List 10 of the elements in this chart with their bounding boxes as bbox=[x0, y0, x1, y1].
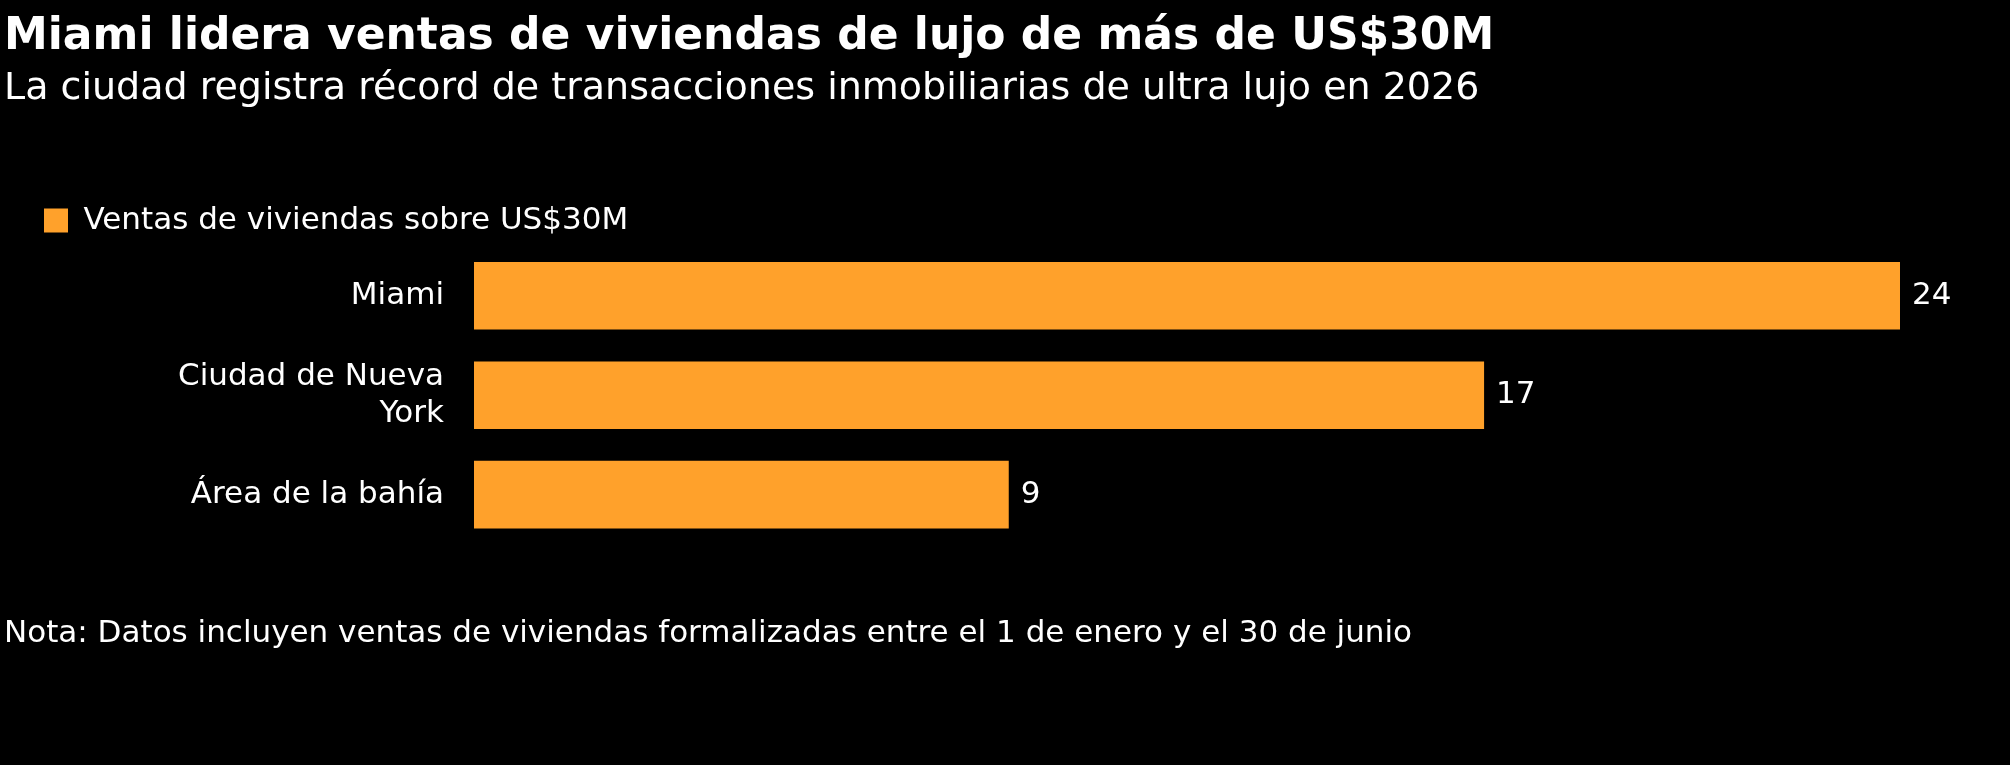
y-tick-label: Miami bbox=[350, 274, 444, 311]
chart-subtitle: La ciudad registra récord de transacciones inmobiliarias de ultra lujo en 2026 bbox=[4, 64, 1480, 108]
data-label: 9 bbox=[1020, 473, 1041, 510]
legend-label: Ventas de viviendas sobre US$30M bbox=[83, 199, 629, 236]
data-label: 17 bbox=[1496, 374, 1536, 411]
chart-title: Miami lidera ventas de viviendas de lujo de más de US$30M bbox=[4, 8, 1495, 59]
text: Nota: Datos incluyen ventas de viviendas formalizadas entre el 1 de enero y el 30 de junio bbox=[4, 612, 1413, 651]
data-label: 24 bbox=[1912, 274, 1952, 311]
y-tick-label: Ciudad de Nueva York bbox=[178, 355, 445, 429]
y-tick-label: Área de la bahía bbox=[190, 473, 444, 510]
